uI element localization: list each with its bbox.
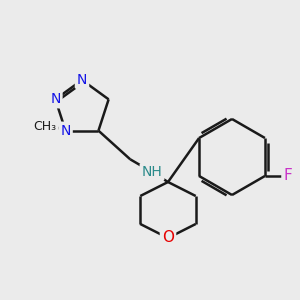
Text: N: N (77, 73, 87, 87)
Text: N: N (50, 92, 61, 106)
Text: CH₃: CH₃ (33, 120, 56, 133)
Text: O: O (162, 230, 174, 245)
Text: F: F (284, 169, 292, 184)
Text: NH: NH (142, 165, 162, 179)
Text: N: N (60, 124, 71, 138)
